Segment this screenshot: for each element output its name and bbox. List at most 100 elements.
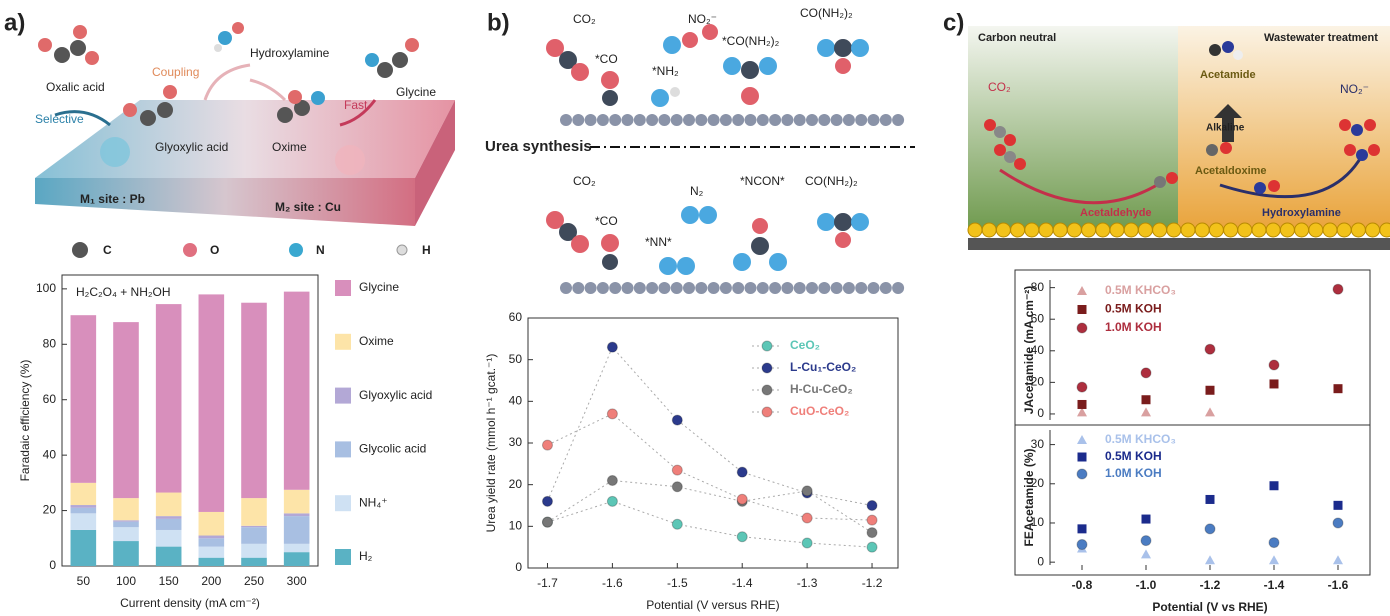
y-axis-label: FEAcetamide (%) (1022, 448, 1036, 546)
bubble (335, 145, 365, 175)
slab-side (415, 100, 455, 226)
atom (806, 282, 818, 294)
atom (670, 114, 683, 126)
atom-label: C (103, 243, 112, 257)
atom (892, 114, 905, 126)
atom (1279, 222, 1295, 238)
marker (1077, 524, 1087, 534)
series-line (547, 500, 873, 548)
label: CO₂ (573, 12, 596, 26)
atom-o (183, 243, 197, 257)
marker (1141, 549, 1151, 559)
marker (866, 541, 878, 553)
atom (1265, 222, 1281, 238)
atom (855, 114, 868, 126)
label: *CO (595, 52, 618, 66)
x-tick-label: 200 (201, 574, 221, 588)
label: Acetamide (1200, 69, 1256, 81)
marker (1204, 523, 1216, 535)
label: CO₂ (573, 174, 596, 188)
legend-label: Glycine (359, 280, 399, 294)
atom (1024, 222, 1040, 238)
atom (1365, 222, 1381, 238)
atom (646, 114, 659, 126)
atom (769, 114, 782, 126)
y-tick-label: 80 (43, 336, 57, 350)
atom (892, 282, 905, 294)
atom (818, 114, 831, 126)
atom (695, 114, 708, 126)
legend-label: H₂ (359, 549, 373, 563)
y-tick-label: 10 (509, 519, 523, 533)
y-tick-label: 30 (1031, 437, 1045, 451)
atom (842, 282, 855, 294)
atom (781, 282, 794, 294)
bar-segment (113, 498, 139, 521)
bar-segment (283, 291, 310, 490)
atom (683, 282, 695, 294)
atom (621, 282, 634, 294)
atom (633, 114, 646, 126)
label: *NCON* (740, 174, 785, 188)
bar-segment (241, 543, 267, 558)
y-axis-label: JAcetamide (mA cm⁻²) (1022, 286, 1036, 415)
atom (732, 282, 745, 294)
panel-label: c) (943, 9, 964, 36)
atom (670, 282, 683, 294)
label: Wastewater treatment (1264, 32, 1378, 44)
label: CO(NH₂)₂ (805, 174, 858, 188)
bar-segment (198, 538, 225, 547)
marker (1333, 500, 1343, 510)
marker (1141, 395, 1151, 405)
atom (1052, 222, 1068, 238)
marker (1333, 384, 1343, 394)
label: Hydroxylamine (1262, 207, 1341, 219)
legend-marker (1077, 435, 1087, 444)
atom (646, 282, 659, 294)
panel-c-frame (1014, 269, 1371, 576)
atom (1180, 222, 1196, 238)
atom (818, 282, 831, 294)
label: M₁ site : Pb (80, 192, 145, 206)
marker (541, 516, 553, 528)
atom-c (72, 242, 88, 258)
atom (1350, 222, 1366, 238)
arrow (203, 63, 251, 101)
atom (995, 222, 1011, 238)
atom (879, 114, 892, 126)
bar-segment (198, 546, 225, 558)
atom (695, 282, 708, 294)
marker (1268, 537, 1280, 549)
x-tick-label: -1.6 (1328, 578, 1349, 592)
atom (719, 282, 732, 294)
y-tick-label: 50 (509, 352, 523, 366)
molecules (546, 24, 869, 275)
atom-n (289, 243, 303, 257)
legend-label: L-Cu₁-CeO₂ (790, 360, 856, 374)
annotation: H₂C₂O₄ + NH₂OH (76, 285, 171, 299)
y-tick-label: 100 (36, 281, 56, 295)
label: *NN* (645, 235, 672, 249)
marker (736, 531, 748, 543)
x-tick-label: -1.5 (667, 576, 688, 590)
atom (1095, 222, 1111, 238)
legend-label: H-Cu-CeO₂ (790, 382, 853, 396)
atom-h (396, 244, 408, 256)
y-tick-label: 80 (1031, 280, 1045, 294)
legend-swatch (335, 549, 351, 565)
marker (1269, 555, 1279, 565)
bar-segment (241, 557, 267, 566)
label: Oxalic acid (46, 80, 105, 94)
bar-segment (155, 304, 182, 493)
x-axis-label: Current density (mA cm⁻²) (120, 596, 260, 610)
x-tick-label: -1.0 (1136, 578, 1157, 592)
bar-segment (155, 492, 182, 517)
bar-segment (198, 294, 225, 512)
atom (1166, 222, 1182, 238)
atom (1109, 222, 1125, 238)
atom (683, 114, 695, 126)
atom (879, 282, 892, 294)
marker (671, 464, 683, 476)
atom (830, 282, 843, 294)
